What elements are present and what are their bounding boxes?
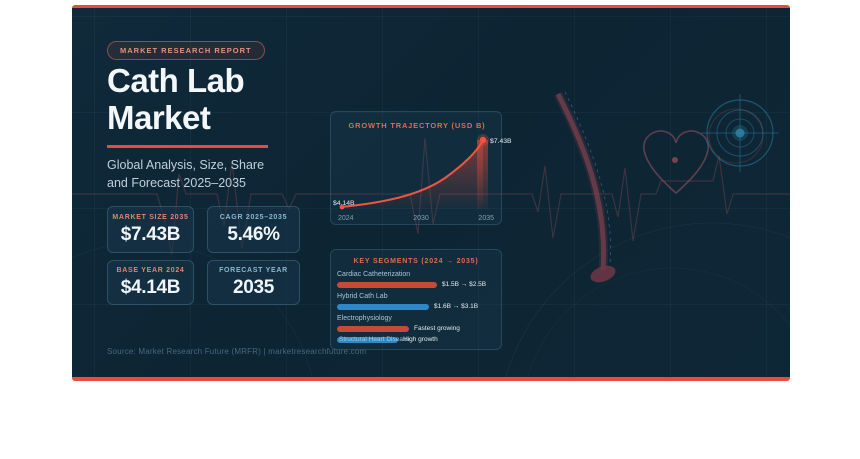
- segment-bar: [337, 281, 437, 288]
- segment-row: Hybrid Cath Lab $1.6B → $3.1B: [337, 292, 495, 310]
- heart-icon: [643, 130, 709, 195]
- subtitle: Global Analysis, Size, Share and Forecas…: [107, 157, 264, 192]
- subtitle-line-1: Global Analysis, Size, Share: [107, 158, 265, 172]
- stethoscope-guide-icon: [564, 91, 612, 265]
- curve-end-dot: [479, 136, 487, 144]
- curve-start-dot: [339, 204, 345, 210]
- segment-bar: [337, 336, 398, 343]
- segment-rows: Cardiac Catheterization $1.5B → $2.5B Hybr…: [337, 270, 495, 343]
- title-line-2: Market: [107, 99, 211, 136]
- segment-value: High growth: [403, 336, 438, 343]
- segment-label: Electrophysiology: [337, 315, 392, 322]
- stat-cards: MARKET SIZE 2035 $7.43B CAGR 2025–2035 5…: [107, 206, 300, 305]
- stat-value: $7.43B: [120, 223, 181, 245]
- stat-card-base-year: BASE YEAR 2024 $4.14B: [107, 260, 194, 305]
- stat-card-market-size: MARKET SIZE 2035 $7.43B: [107, 206, 194, 253]
- growth-curve: [340, 139, 484, 208]
- x-tick-2035: 2035: [478, 215, 494, 222]
- segment-value: Fastest growing: [414, 325, 460, 332]
- segment-value: $1.5B → $2.5B: [442, 281, 487, 288]
- segments-title: KEY SEGMENTS (2024 → 2035): [353, 258, 479, 265]
- curve-area: [341, 140, 483, 209]
- segment-bar-row: High growth: [337, 336, 495, 343]
- growth-chart-panel: GROWTH TRAJECTORY (USD B) $4.14B $7.43B …: [330, 111, 512, 225]
- growth-chart: GROWTH TRAJECTORY (USD B) $4.14B $7.43B …: [333, 121, 512, 222]
- segment-value: $1.6B → $3.1B: [434, 303, 479, 310]
- segment-label: Structural Heart Disease: [339, 336, 410, 343]
- stat-label: BASE YEAR 2024: [116, 266, 185, 274]
- report-badge: MARKET RESEARCH REPORT: [107, 41, 265, 60]
- stat-value: $4.14B: [120, 276, 181, 298]
- target-icon: [701, 94, 779, 172]
- segment-bar: [337, 303, 429, 310]
- stat-label: MARKET SIZE 2035: [112, 213, 189, 221]
- segment-label: Cardiac Catheterization: [337, 271, 411, 278]
- decor-arc: [505, 222, 790, 377]
- title-underline: [107, 145, 268, 148]
- stat-label: FORECAST YEAR: [219, 266, 288, 274]
- stethoscope-tube-icon: [555, 92, 607, 271]
- segment-bar-row: $1.6B → $3.1B: [337, 303, 495, 310]
- stat-value: 5.46%: [227, 223, 280, 245]
- segment-bar-row: Fastest growing: [337, 325, 495, 332]
- chart-title: GROWTH TRAJECTORY (USD B): [349, 121, 486, 130]
- stethoscope-icon: [553, 91, 609, 271]
- end-value-label: $7.43B: [490, 138, 512, 145]
- title-line-1: Cath Lab: [107, 62, 245, 99]
- page-title: Cath Lab Market: [107, 62, 245, 136]
- stat-value: 2035: [232, 276, 275, 298]
- start-value-label: $4.14B: [333, 200, 355, 207]
- stat-label: CAGR 2025–2035: [219, 213, 288, 221]
- stat-card-forecast-year: FORECAST YEAR 2035: [207, 260, 300, 305]
- subtitle-line-2: and Forecast 2025–2035: [107, 175, 246, 190]
- x-tick-2030: 2030: [413, 215, 429, 222]
- stethoscope-chestpiece-icon: [590, 265, 616, 283]
- x-tick-2024: 2024: [338, 215, 354, 222]
- source-footer: Source: Market Research Future (MRFR) | …: [107, 347, 367, 356]
- segment-label: Hybrid Cath Lab: [337, 293, 388, 300]
- heart-dot-icon: [672, 157, 678, 163]
- segment-bar: [337, 325, 409, 332]
- segment-row: Cardiac Catheterization $1.5B → $2.5B: [337, 270, 495, 288]
- decor-arc: [527, 267, 790, 377]
- infographic-card: MARKET RESEARCH REPORT Cath Lab Market G…: [72, 5, 790, 381]
- stat-card-cagr: CAGR 2025–2035 5.46%: [207, 206, 300, 253]
- segment-row: Electrophysiology Fastest growing: [337, 314, 495, 332]
- key-segments-panel: KEY SEGMENTS (2024 → 2035) Cardiac Cathe…: [330, 249, 502, 350]
- segment-bar-row: $1.5B → $2.5B: [337, 281, 495, 288]
- segment-row: Structural Heart Disease High growth: [337, 336, 495, 343]
